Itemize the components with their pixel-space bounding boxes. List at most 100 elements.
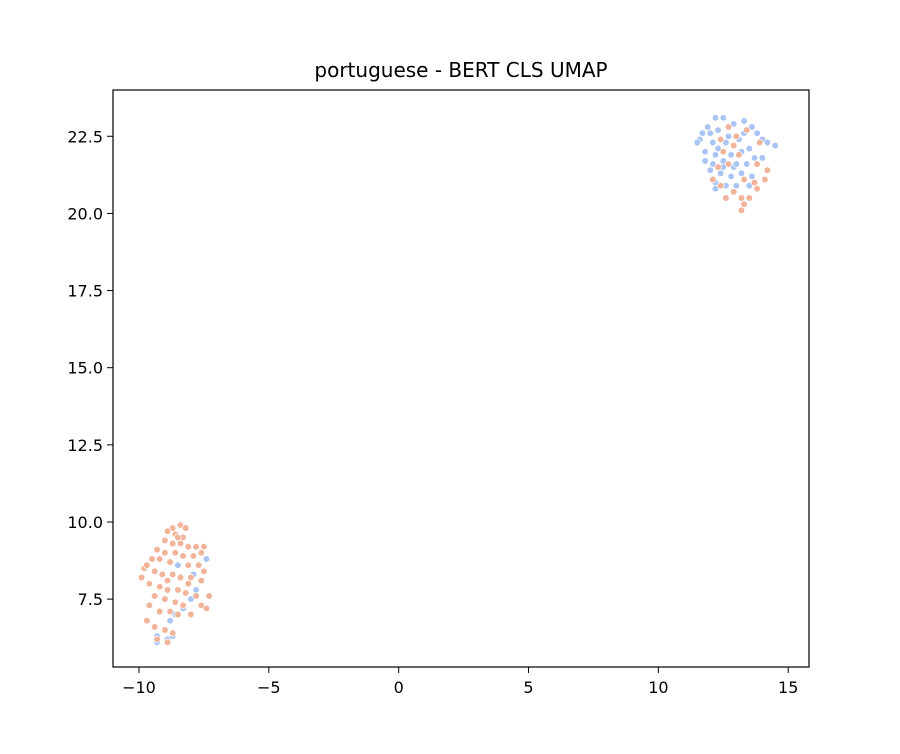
- data-point: [184, 580, 192, 588]
- data-point: [153, 546, 161, 554]
- data-point: [732, 132, 740, 140]
- y-tick-label: 15.0: [67, 359, 103, 378]
- plot-frame: [112, 89, 810, 668]
- data-point: [737, 169, 746, 177]
- x-tick-label: 0: [394, 678, 404, 697]
- data-point: [163, 527, 172, 535]
- data-point: [148, 555, 156, 563]
- data-point: [737, 206, 746, 214]
- data-point: [163, 586, 172, 594]
- data-point: [156, 583, 164, 591]
- data-point: [158, 570, 166, 579]
- data-point: [756, 138, 764, 147]
- data-point: [693, 138, 701, 147]
- y-tick-label: 10.0: [67, 513, 103, 532]
- data-point: [187, 573, 195, 582]
- data-point: [143, 561, 151, 569]
- data-point: [771, 141, 779, 150]
- data-point: [732, 182, 740, 190]
- data-point: [711, 114, 720, 122]
- data-point: [205, 592, 213, 600]
- data-point: [202, 604, 211, 613]
- data-point: [161, 595, 169, 603]
- data-point: [724, 160, 733, 168]
- data-point: [187, 610, 195, 619]
- data-point: [763, 166, 772, 174]
- data-point: [701, 148, 709, 156]
- data-point: [153, 635, 161, 643]
- data-point: [719, 148, 727, 156]
- data-point: [174, 586, 182, 594]
- data-point: [182, 524, 190, 532]
- data-point: [202, 555, 211, 563]
- data-point: [150, 567, 159, 575]
- data-point: [727, 151, 735, 159]
- data-point: [174, 561, 182, 569]
- x-tick-label: 5: [523, 678, 533, 697]
- x-axis: −10 −5 0 5 10 15: [122, 667, 798, 697]
- data-point: [169, 570, 177, 579]
- data-point: [161, 549, 169, 557]
- data-point: [753, 129, 761, 137]
- data-point: [758, 154, 766, 162]
- data-point: [753, 160, 761, 168]
- data-point: [761, 175, 769, 184]
- data-point: [717, 169, 725, 177]
- data-point: [200, 567, 208, 575]
- data-point: [717, 135, 725, 144]
- data-point: [161, 536, 169, 545]
- data-point: [171, 549, 179, 557]
- data-point: [184, 543, 192, 551]
- data-point: [704, 123, 712, 131]
- data-point: [176, 539, 185, 548]
- data-point: [743, 160, 751, 168]
- data-point: [698, 129, 707, 137]
- data-point: [740, 175, 748, 184]
- y-tick-label: 12.5: [67, 436, 103, 455]
- chart-title: portuguese - BERT CLS UMAP: [314, 58, 607, 82]
- data-point: [717, 182, 725, 190]
- data-point: [709, 138, 717, 147]
- data-point: [719, 114, 727, 122]
- data-point: [166, 607, 174, 616]
- data-point: [161, 626, 169, 634]
- data-point: [740, 117, 748, 125]
- data-point: [714, 126, 722, 134]
- data-point: [150, 592, 159, 600]
- data-point: [714, 163, 722, 171]
- data-point: [743, 126, 751, 134]
- data-point: [179, 601, 187, 609]
- data-point: [189, 552, 198, 560]
- data-point: [166, 617, 174, 625]
- data-point: [724, 132, 733, 140]
- data-point: [169, 629, 177, 637]
- data-point: [179, 552, 187, 560]
- data-point: [169, 539, 177, 548]
- y-tick-label: 22.5: [67, 127, 103, 146]
- data-point: [143, 617, 151, 625]
- data-point: [724, 123, 733, 131]
- data-point: [737, 194, 746, 202]
- data-point: [727, 172, 735, 181]
- data-point: [722, 194, 730, 202]
- data-point: [174, 533, 182, 542]
- data-point: [753, 185, 761, 193]
- data-point: [192, 543, 200, 551]
- x-tick-label: 10: [648, 678, 668, 697]
- data-point: [730, 188, 738, 196]
- data-point: [176, 573, 185, 582]
- data-point: [740, 200, 748, 208]
- x-tick-label: −10: [122, 678, 156, 697]
- data-point: [145, 601, 154, 609]
- x-tick-label: −5: [257, 678, 281, 697]
- data-point: [200, 543, 208, 551]
- data-point: [197, 549, 205, 557]
- data-point: [184, 561, 192, 569]
- data-point: [195, 561, 203, 569]
- data-point: [701, 157, 709, 165]
- data-point: [137, 573, 146, 582]
- data-point: [156, 607, 164, 616]
- data-point: [745, 144, 753, 153]
